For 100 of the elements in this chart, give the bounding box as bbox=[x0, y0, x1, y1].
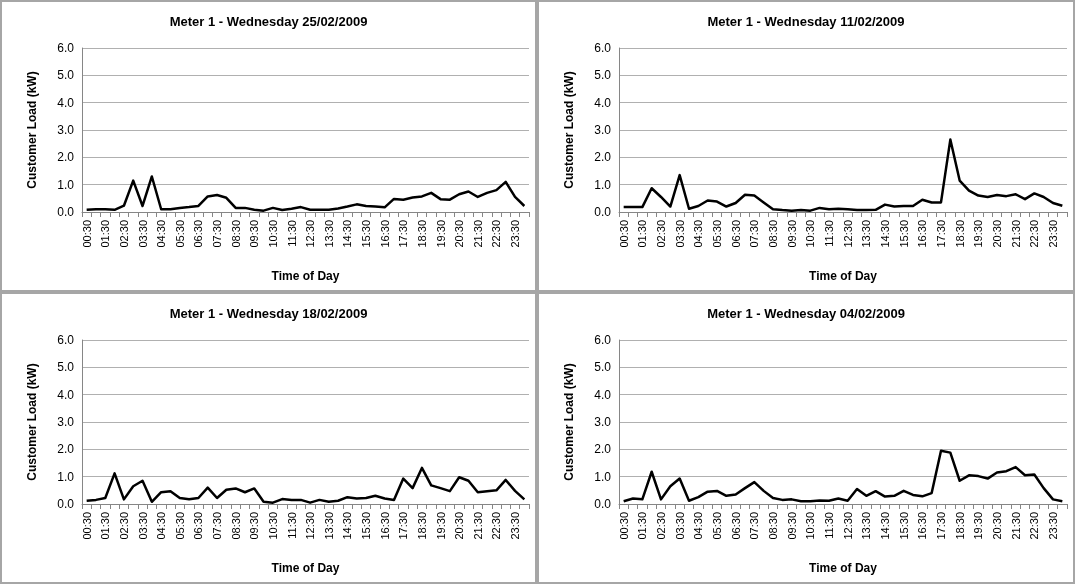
y-tick-label: 3.0 bbox=[594, 123, 612, 137]
x-tick-label: 14:30 bbox=[341, 220, 354, 248]
x-tick-label: 19:30 bbox=[434, 512, 447, 540]
x-tick-label: 15:30 bbox=[360, 512, 373, 540]
x-tick-label: 03:30 bbox=[673, 220, 686, 248]
x-tick-label: 00:30 bbox=[617, 512, 630, 540]
x-tick-label: 10:30 bbox=[266, 512, 279, 540]
x-tick-label: 11:30 bbox=[823, 220, 835, 247]
line-series bbox=[622, 449, 1064, 503]
y-tick-label: 4.0 bbox=[594, 387, 612, 402]
x-tick-label: 04:30 bbox=[155, 220, 168, 248]
line-series bbox=[622, 138, 1064, 212]
x-tick-label: 23:30 bbox=[1047, 512, 1059, 540]
x-tick-label: 23:30 bbox=[509, 220, 522, 248]
y-tick-label: 5.0 bbox=[594, 360, 612, 375]
x-tick-label: 20:30 bbox=[453, 220, 466, 248]
x-tick-label: 18:30 bbox=[953, 512, 966, 540]
x-tick-label: 13:30 bbox=[860, 512, 873, 540]
x-tick-label: 12:30 bbox=[841, 512, 854, 540]
x-tick-label: 21:30 bbox=[471, 220, 484, 248]
x-tick-label: 16:30 bbox=[916, 512, 929, 540]
x-tick-label: 20:30 bbox=[991, 220, 1003, 248]
x-tick-label: 22:30 bbox=[490, 220, 503, 248]
x-tick-label: 11:30 bbox=[823, 512, 835, 539]
chart-title: Meter 1 - Wednesday 04/02/2009 bbox=[707, 306, 905, 321]
x-tick-label: 15:30 bbox=[360, 220, 373, 248]
x-tick-label: 23:30 bbox=[1047, 220, 1059, 248]
x-tick-label: 14:30 bbox=[879, 512, 891, 540]
x-tick-label: 07:30 bbox=[748, 220, 761, 248]
x-tick-label: 17:30 bbox=[397, 220, 410, 248]
x-tick-label: 18:30 bbox=[415, 220, 428, 248]
y-tick-label: 0.0 bbox=[594, 205, 612, 219]
x-tick-label: 08:30 bbox=[229, 512, 242, 540]
x-tick-label: 04:30 bbox=[692, 220, 705, 248]
x-tick-label: 22:30 bbox=[1028, 512, 1041, 540]
y-axis-title: Customer Load (kW) bbox=[25, 363, 39, 481]
y-axis-title: Customer Load (kW) bbox=[562, 71, 576, 189]
y-tick-label: 1.0 bbox=[57, 177, 75, 192]
x-tick-label: 18:30 bbox=[415, 512, 428, 540]
x-tick-label: 20:30 bbox=[453, 512, 466, 540]
y-tick-label: 2.0 bbox=[594, 442, 612, 457]
y-tick-label: 4.0 bbox=[594, 95, 612, 110]
x-tick-label: 10:30 bbox=[804, 220, 817, 248]
x-tick-label: 09:30 bbox=[248, 220, 261, 248]
y-tick-label: 3.0 bbox=[594, 415, 612, 429]
x-tick-label: 21:30 bbox=[471, 512, 484, 540]
y-tick-label: 0.0 bbox=[57, 205, 75, 219]
x-tick-label: 05:30 bbox=[711, 220, 723, 248]
x-tick-label: 02:30 bbox=[655, 220, 667, 248]
x-tick-label: 03:30 bbox=[136, 220, 149, 248]
y-tick-label: 1.0 bbox=[57, 469, 75, 484]
y-tick-label: 1.0 bbox=[594, 177, 612, 192]
x-tick-label: 02:30 bbox=[117, 220, 130, 248]
x-tick-label: 01:30 bbox=[99, 220, 112, 248]
x-tick-label: 16:30 bbox=[378, 512, 391, 540]
x-tick-label: 17:30 bbox=[397, 512, 410, 540]
x-tick-label: 00:30 bbox=[617, 220, 630, 248]
x-tick-label: 07:30 bbox=[211, 220, 224, 248]
x-tick-label: 05:30 bbox=[711, 512, 723, 540]
x-tick-label: 20:30 bbox=[991, 512, 1003, 540]
x-axis-title: Time of Day bbox=[809, 561, 878, 575]
x-tick-label: 07:30 bbox=[211, 512, 224, 540]
x-tick-label: 19:30 bbox=[972, 220, 985, 248]
x-tick-label: 22:30 bbox=[1028, 220, 1041, 248]
line-series bbox=[85, 466, 526, 504]
x-tick-label: 16:30 bbox=[378, 220, 391, 248]
x-tick-label: 08:30 bbox=[229, 220, 242, 248]
chart-title: Meter 1 - Wednesday 25/02/2009 bbox=[169, 14, 368, 29]
y-axis-title: Customer Load (kW) bbox=[562, 363, 576, 481]
y-tick-label: 2.0 bbox=[594, 150, 612, 165]
x-tick-label: 21:30 bbox=[1009, 512, 1022, 540]
y-tick-label: 3.0 bbox=[57, 123, 75, 137]
y-tick-label: 3.0 bbox=[57, 415, 75, 429]
y-tick-label: 1.0 bbox=[594, 469, 612, 484]
x-tick-label: 23:30 bbox=[509, 512, 522, 540]
x-tick-label: 06:30 bbox=[729, 512, 742, 540]
chart-title: Meter 1 - Wednesday 11/02/2009 bbox=[707, 14, 905, 29]
x-tick-label: 03:30 bbox=[673, 512, 686, 540]
x-tick-label: 14:30 bbox=[879, 220, 891, 248]
x-tick-label: 02:30 bbox=[655, 512, 667, 540]
y-tick-label: 5.0 bbox=[594, 68, 612, 83]
x-axis-title: Time of Day bbox=[809, 269, 878, 283]
x-tick-label: 11:30 bbox=[285, 220, 298, 247]
x-tick-label: 10:30 bbox=[266, 220, 279, 248]
x-tick-label: 02:30 bbox=[117, 512, 130, 540]
y-tick-label: 5.0 bbox=[57, 68, 75, 83]
x-tick-label: 00:30 bbox=[80, 220, 93, 248]
x-tick-label: 08:30 bbox=[767, 512, 779, 540]
x-tick-label: 01:30 bbox=[99, 512, 112, 540]
x-tick-label: 17:30 bbox=[935, 512, 947, 540]
x-axis-title: Time of Day bbox=[271, 269, 340, 283]
x-tick-label: 17:30 bbox=[935, 220, 947, 248]
y-tick-label: 4.0 bbox=[57, 387, 75, 402]
x-tick-label: 10:30 bbox=[804, 512, 817, 540]
x-tick-label: 09:30 bbox=[785, 512, 798, 540]
x-tick-label: 03:30 bbox=[136, 512, 149, 540]
x-tick-label: 06:30 bbox=[192, 220, 205, 248]
x-tick-label: 06:30 bbox=[192, 512, 205, 540]
x-tick-label: 13:30 bbox=[322, 512, 335, 540]
x-tick-label: 01:30 bbox=[636, 512, 649, 540]
